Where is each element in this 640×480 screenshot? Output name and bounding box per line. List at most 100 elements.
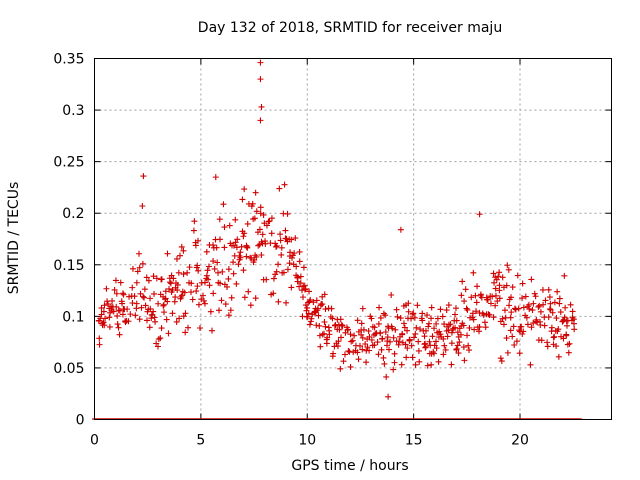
data-point: [180, 271, 187, 278]
data-point: [347, 363, 354, 370]
data-point: [485, 311, 492, 318]
data-point: [569, 314, 576, 321]
data-point: [406, 337, 413, 344]
data-point: [239, 196, 246, 203]
data-point: [268, 230, 275, 237]
data-point: [460, 322, 467, 329]
data-point: [554, 288, 561, 295]
data-point: [532, 293, 539, 300]
data-point: [422, 343, 429, 350]
data-point: [296, 248, 303, 255]
data-point: [224, 283, 231, 290]
data-point: [443, 307, 450, 314]
data-point: [473, 308, 480, 315]
data-point: [335, 338, 342, 345]
data-point: [471, 326, 478, 333]
data-point: [203, 248, 210, 255]
x-tick-label: 10: [298, 433, 316, 449]
data-point: [569, 308, 576, 315]
data-point: [386, 346, 393, 353]
data-point: [514, 272, 521, 279]
data-point: [340, 358, 347, 365]
data-point: [142, 302, 149, 309]
data-point: [344, 327, 351, 334]
data-point: [431, 325, 438, 332]
data-point: [301, 282, 308, 289]
data-point: [216, 236, 223, 243]
data-point: [507, 327, 514, 334]
data-point: [143, 317, 150, 324]
outlier-point: [140, 173, 147, 180]
data-point: [492, 302, 499, 309]
data-point: [222, 301, 229, 308]
data-point: [496, 287, 503, 294]
data-point: [560, 335, 567, 342]
data-point: [119, 290, 126, 297]
data-point: [368, 315, 375, 322]
data-point: [452, 305, 459, 312]
data-point: [453, 345, 460, 352]
data-point: [143, 274, 150, 281]
data-point: [504, 262, 511, 269]
data-point: [237, 254, 244, 261]
data-point: [238, 243, 245, 250]
data-point: [200, 297, 207, 304]
data-point: [555, 326, 562, 333]
data-point: [203, 272, 210, 279]
data-point: [481, 319, 488, 326]
data-point: [428, 315, 435, 322]
data-point: [509, 333, 516, 340]
data-point: [310, 299, 317, 306]
data-point: [504, 349, 511, 356]
data-point: [565, 349, 572, 356]
data-point: [195, 301, 202, 308]
data-point: [174, 281, 181, 288]
data-point: [508, 309, 515, 316]
data-point: [349, 337, 356, 344]
data-point: [434, 315, 441, 322]
data-point: [243, 243, 250, 250]
data-point: [176, 252, 183, 259]
data-point: [498, 358, 505, 365]
data-point: [456, 339, 463, 346]
data-point: [98, 304, 105, 311]
data-point: [422, 327, 429, 334]
data-point: [116, 331, 123, 338]
data-point: [293, 263, 300, 270]
data-point: [186, 264, 193, 271]
data-point: [138, 304, 145, 311]
data-point: [113, 303, 120, 310]
data-point: [503, 335, 510, 342]
data-point: [174, 287, 181, 294]
data-point: [424, 362, 431, 369]
data-point: [244, 220, 251, 227]
data-point: [250, 259, 257, 266]
data-point: [522, 293, 529, 300]
data-point: [546, 306, 553, 313]
data-point: [280, 269, 287, 276]
data-point: [429, 333, 436, 340]
data-point: [131, 293, 138, 300]
data-point: [400, 320, 407, 327]
data-point: [288, 236, 295, 243]
data-point: [368, 336, 375, 343]
data-point: [505, 266, 512, 273]
data-point: [355, 356, 362, 363]
data-point: [413, 324, 420, 331]
data-point: [133, 279, 140, 286]
data-point: [391, 359, 398, 366]
data-point: [408, 315, 415, 322]
data-point: [233, 280, 240, 287]
data-point: [519, 295, 526, 302]
data-point: [411, 314, 418, 321]
outlier-point: [258, 103, 265, 110]
data-point: [225, 275, 232, 282]
data-point: [556, 295, 563, 302]
data-point: [401, 324, 408, 331]
data-point: [218, 297, 225, 304]
data-point: [515, 305, 522, 312]
data-point: [496, 269, 503, 276]
data-point: [163, 316, 170, 323]
data-point: [412, 330, 419, 337]
data-point: [251, 215, 258, 222]
